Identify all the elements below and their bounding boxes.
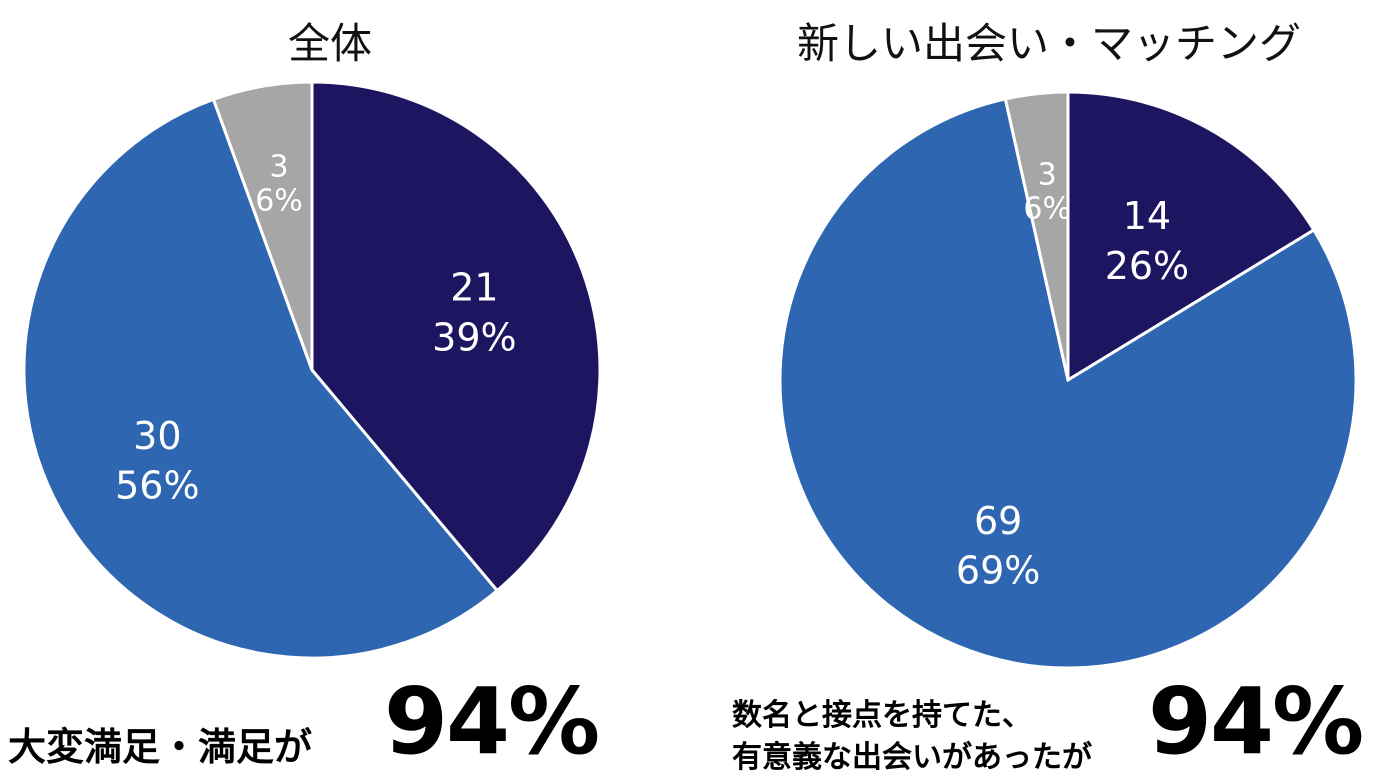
chart-title: 新しい出会い・マッチング bbox=[796, 19, 1301, 68]
pie-chart-matching: 14 26% 69 69% 36% bbox=[778, 90, 1358, 670]
big-percentage-left: 94% bbox=[384, 668, 600, 775]
slice-percent-label: 6% bbox=[255, 183, 303, 218]
big-percentage-right: 94% bbox=[1148, 668, 1364, 775]
pie-slice bbox=[310, 80, 602, 593]
slice-value-label: 14 bbox=[1123, 194, 1171, 238]
slice-value-label: 3 bbox=[269, 149, 288, 184]
pie-slice bbox=[211, 80, 314, 371]
slice-percent-label: 39% bbox=[432, 315, 516, 359]
slice-percent-label: 6% bbox=[1023, 192, 1071, 227]
chart-panel-overall: 全体 21 39% 30 56% 3 6% bbox=[0, 0, 660, 776]
slice-value-label: 30 bbox=[133, 414, 181, 458]
pie-chart-overall: 21 39% 30 56% 36% bbox=[22, 80, 602, 660]
slice-value-label: 21 bbox=[450, 265, 498, 309]
slice-value-label: 3 bbox=[1038, 158, 1057, 193]
footer-caption-right-line1: 数名と接点を持てた、 bbox=[732, 698, 1032, 733]
pie-slice bbox=[778, 97, 1358, 670]
slice-percent-label: 69% bbox=[956, 549, 1040, 593]
footer-caption-left: 大変満足・満足が bbox=[8, 725, 313, 769]
pie-slice bbox=[1003, 90, 1070, 381]
chart-title: 全体 bbox=[287, 19, 372, 68]
pie-slice bbox=[22, 97, 500, 660]
slice-percent-label: 26% bbox=[1105, 244, 1189, 288]
slice-percent-label: 56% bbox=[115, 464, 199, 508]
slice-value-label: 69 bbox=[974, 499, 1022, 543]
footer-caption-right-line2: 有意義な出会いがあったが bbox=[732, 740, 1092, 775]
pie-slice bbox=[1066, 90, 1316, 383]
chart-panel-matching: 新しい出会い・マッチング 14 26% 69 69% 3 6% bbox=[700, 0, 1398, 776]
